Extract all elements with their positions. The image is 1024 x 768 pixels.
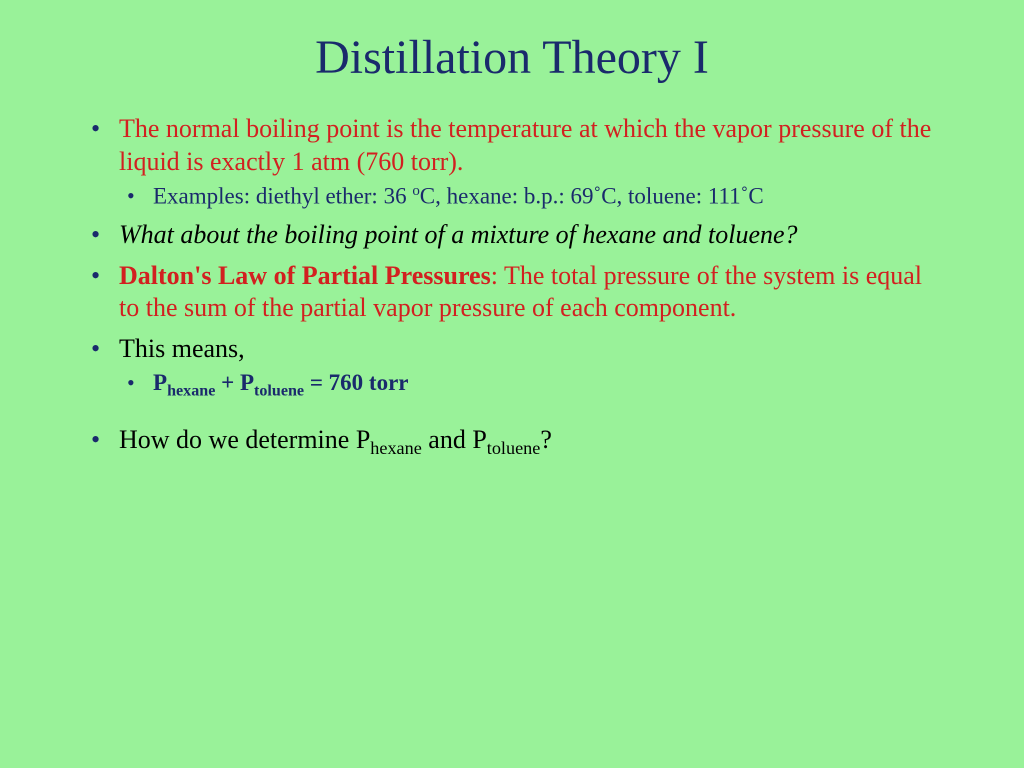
subscript-toluene: toluene — [487, 438, 541, 458]
bullet-text: The normal boiling point is the temperat… — [119, 114, 931, 176]
equation: Phexane + Ptoluene = 760 torr — [153, 370, 409, 395]
sub-bullet-text: Examples: diethyl ether: 36 — [153, 184, 412, 209]
slide-title: Distillation Theory I — [85, 30, 939, 85]
bullet-text: How do we determine Phexane and Ptoluene… — [119, 425, 552, 454]
bullet-item: How do we determine Phexane and Ptoluene… — [85, 424, 939, 460]
sub-bullet-text: C, hexane: b.p.: 69˚C, toluene: 111˚C — [420, 184, 764, 209]
sub-bullet-list: Examples: diethyl ether: 36 oC, hexane: … — [119, 182, 939, 211]
sub-bullet-item: Phexane + Ptoluene = 760 torr — [119, 369, 939, 402]
subscript-hexane: hexane — [370, 438, 422, 458]
sub-bullet-list: Phexane + Ptoluene = 760 torr — [119, 369, 939, 402]
bullet-list: The normal boiling point is the temperat… — [85, 113, 939, 460]
presentation-slide: Distillation Theory I The normal boiling… — [0, 0, 1024, 768]
bullet-item: What about the boiling point of a mixtur… — [85, 219, 939, 252]
subscript-toluene: toluene — [254, 383, 304, 400]
sub-bullet-item: Examples: diethyl ether: 36 oC, hexane: … — [119, 182, 939, 211]
bullet-text-bold: Dalton's Law of Partial Pressures — [119, 261, 491, 290]
bullet-item: The normal boiling point is the temperat… — [85, 113, 939, 211]
bullet-text: This means, — [119, 334, 245, 363]
bullet-item: Dalton's Law of Partial Pressures: The t… — [85, 260, 939, 325]
superscript-o: o — [412, 183, 419, 199]
subscript-hexane: hexane — [167, 383, 215, 400]
bullet-item: This means, Phexane + Ptoluene = 760 tor… — [85, 333, 939, 402]
bullet-text: What about the boiling point of a mixtur… — [119, 220, 798, 249]
